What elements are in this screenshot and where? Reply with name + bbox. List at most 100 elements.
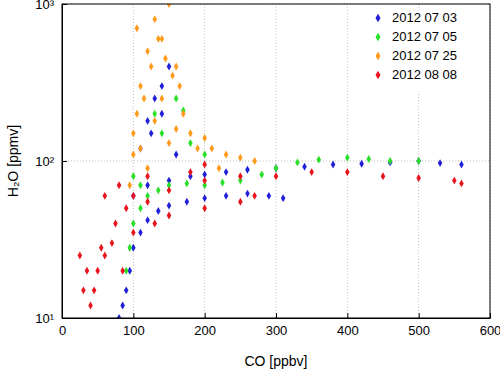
point (117, 314, 122, 318)
legend-box (364, 8, 486, 94)
point (99, 244, 104, 252)
point (81, 286, 86, 294)
point (127, 244, 132, 252)
tick-label: 600 (480, 323, 500, 338)
series (117, 63, 464, 318)
y-axis-title: H₂O [ppmv] (5, 125, 21, 197)
point (188, 139, 193, 147)
point (138, 82, 143, 90)
legend-item: 2012 08 08 (375, 67, 457, 82)
tick-mark (62, 161, 67, 162)
point (145, 172, 150, 180)
point (274, 164, 279, 172)
point (202, 151, 207, 159)
point (167, 4, 172, 8)
point (177, 82, 182, 90)
point (167, 186, 172, 194)
series (78, 161, 464, 310)
legend: 2012 07 032012 07 052012 07 252012 08 08 (364, 8, 486, 94)
point (210, 145, 215, 153)
point (167, 202, 172, 210)
point (438, 159, 443, 167)
point (135, 24, 140, 32)
point (138, 145, 143, 153)
point (145, 181, 150, 189)
point (120, 302, 125, 310)
point (152, 117, 157, 125)
plot: 010020030040050060010¹10²10³2012 07 0320… (35, 0, 500, 338)
point (167, 139, 172, 147)
point (131, 192, 136, 200)
point (331, 161, 336, 169)
point (366, 155, 371, 163)
point (160, 82, 165, 90)
point (156, 207, 161, 215)
series (124, 95, 421, 275)
point (149, 129, 154, 137)
point (317, 156, 322, 164)
point (138, 145, 143, 153)
frame (62, 4, 490, 318)
chart: 010020030040050060010¹10²10³2012 07 0320… (0, 0, 500, 376)
point (135, 110, 140, 118)
point (95, 267, 100, 275)
point (259, 171, 264, 179)
point (238, 172, 243, 180)
legend-item: 2012 07 25 (375, 48, 457, 63)
tick-label: 10² (35, 154, 54, 169)
tick: 100 (123, 313, 145, 338)
point (195, 145, 200, 153)
point (88, 302, 93, 310)
tick-label: 200 (194, 323, 216, 338)
point (78, 252, 83, 260)
point (174, 125, 179, 133)
tick-label: 300 (266, 323, 288, 338)
point (217, 164, 222, 172)
tick-mark (205, 313, 206, 318)
point (359, 160, 364, 168)
tick-label: 500 (408, 323, 430, 338)
point (145, 117, 150, 125)
point (145, 47, 150, 55)
point (202, 194, 207, 202)
point (274, 164, 279, 172)
point (163, 54, 168, 62)
point (267, 192, 272, 200)
point (416, 157, 421, 165)
legend-marker (375, 71, 380, 80)
legend-label: 2012 08 08 (392, 67, 457, 82)
point (167, 63, 172, 71)
point (252, 192, 257, 200)
point (152, 110, 157, 118)
point (345, 154, 350, 162)
point (238, 198, 243, 206)
point (202, 204, 207, 212)
point (149, 63, 154, 71)
point (309, 168, 314, 176)
point (345, 168, 350, 176)
point (138, 204, 143, 212)
point (131, 151, 136, 159)
point (131, 172, 136, 180)
point (452, 177, 457, 185)
point (92, 286, 97, 294)
grid (62, 4, 490, 318)
point (224, 192, 229, 200)
point (274, 172, 279, 180)
point (160, 110, 165, 118)
point (138, 229, 143, 237)
point (152, 220, 157, 228)
point (416, 157, 421, 165)
point (202, 161, 207, 169)
tick-label: 10¹ (35, 311, 54, 326)
tick-mark (133, 313, 134, 318)
point (156, 186, 161, 194)
point (117, 181, 122, 189)
point (281, 194, 286, 202)
tick-label: 400 (337, 323, 359, 338)
point (113, 220, 118, 228)
point (152, 15, 157, 23)
tick-label: 10³ (35, 0, 54, 12)
point (124, 204, 129, 212)
point (224, 168, 229, 176)
